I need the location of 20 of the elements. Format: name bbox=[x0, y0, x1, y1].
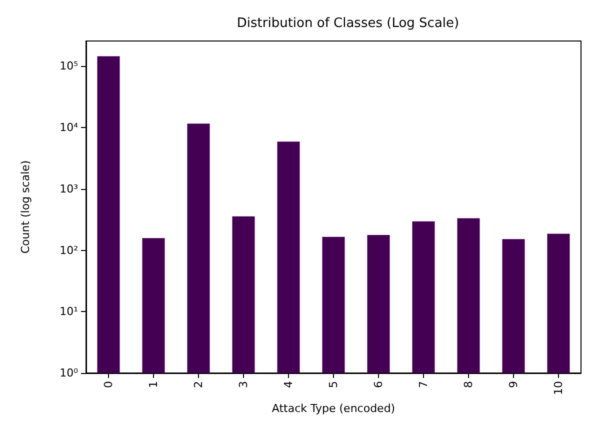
y-tick-label: 10⁴ bbox=[60, 121, 79, 134]
x-tick-label: 6 bbox=[372, 381, 385, 388]
y-tick-label: 10³ bbox=[60, 182, 78, 196]
x-tick-label: 9 bbox=[507, 381, 520, 388]
y-tick-label: 10⁰ bbox=[60, 366, 79, 380]
x-tick-label: 7 bbox=[417, 381, 430, 388]
y-tick-label: 10¹ bbox=[60, 305, 78, 318]
x-tick-label: 10 bbox=[552, 381, 565, 395]
x-axis-title: Attack Type (encoded) bbox=[272, 402, 396, 415]
y-tick-label: 10⁵ bbox=[60, 60, 78, 73]
y-axis-title: Count (log scale) bbox=[19, 160, 32, 254]
x-tick-label: 4 bbox=[282, 381, 295, 388]
x-tick-label: 0 bbox=[102, 381, 115, 388]
x-tick-label: 2 bbox=[192, 381, 205, 388]
y-tick-label: 10² bbox=[60, 244, 78, 257]
x-tick-label: 3 bbox=[237, 381, 250, 388]
chart-title: Distribution of Classes (Log Scale) bbox=[236, 16, 460, 31]
x-tick-label: 1 bbox=[147, 381, 160, 388]
x-tick-label: 5 bbox=[327, 381, 340, 388]
x-tick-label: 8 bbox=[462, 381, 475, 388]
